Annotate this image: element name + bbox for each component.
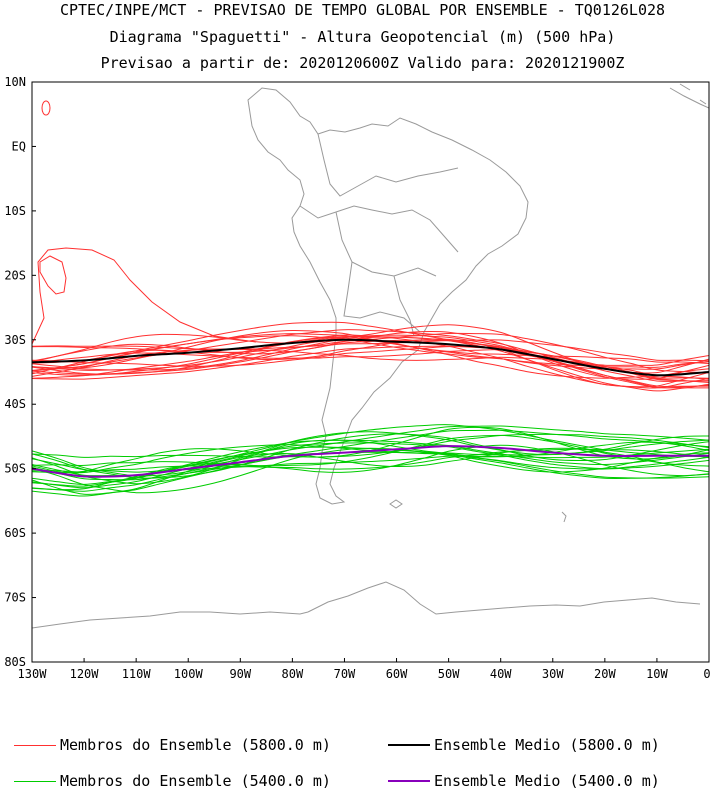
island: [389, 499, 403, 509]
legend-swatch-red: [14, 744, 56, 746]
lon-tick-label: 120W: [70, 667, 100, 681]
lat-tick-label: EQ: [12, 139, 26, 153]
ensemble-member-curve: [32, 335, 709, 388]
lon-tick-label: 130W: [18, 667, 48, 681]
title-line-3: Previsao a partir de: 2020120600Z Valido…: [100, 54, 625, 72]
lon-tick-label: 90W: [229, 667, 251, 681]
lat-tick-label: 10N: [4, 75, 26, 89]
lon-tick-label: 80W: [282, 667, 304, 681]
lon-tick-label: 30W: [542, 667, 564, 681]
ensemble-member-curve: [32, 346, 709, 383]
lat-tick-label: 50S: [4, 462, 26, 476]
lon-tick-label: 110W: [122, 667, 152, 681]
ensemble-member-curve: [32, 339, 709, 362]
lat-tick-label: 10S: [4, 204, 26, 218]
closed-contours: [31, 100, 257, 345]
lon-tick-label: 50W: [438, 667, 460, 681]
lon-tick-label: 40W: [490, 667, 512, 681]
lat-tick-label: 80S: [4, 655, 26, 669]
country-border: [317, 133, 459, 197]
spaghetti-map: 10N EQ 10S 20S 30S 40S 50S 60S 70S 80S 130W 120W 11…: [4, 75, 711, 681]
island: [561, 511, 567, 523]
legend-swatch-purple: [388, 780, 430, 782]
ensemble-member-curve: [32, 329, 709, 369]
longitude-axis: 130W 120W 110W 100W 90W 80W 70W 60W 50W 40W 30W 20W…: [18, 658, 711, 681]
legend-purple-mean: Ensemble Medio (5400.0 m): [388, 772, 660, 790]
title-line-2: Diagrama "Spaguetti" - Altura Geopotenci…: [109, 28, 616, 46]
africa-coast: [679, 83, 707, 105]
ensemble-member-curve: [32, 334, 709, 389]
legend-label-black: Ensemble Medio (5800.0 m): [434, 736, 660, 754]
country-border: [299, 205, 459, 253]
ensemble-mean-5400: [32, 445, 709, 478]
ensemble-member-curve: [32, 447, 709, 495]
country-border: [343, 261, 421, 333]
ensemble-member-curve: [32, 448, 709, 473]
ensemble-member-curve: [32, 439, 709, 485]
south-america-coast: [247, 87, 529, 505]
antarctica-coast: [32, 611, 309, 629]
lat-tick-label: 70S: [4, 591, 26, 605]
ensemble-member-curve: [32, 338, 709, 388]
latitude-axis: 10N EQ 10S 20S 30S 40S 50S 60S 70S 80S: [4, 75, 36, 669]
lon-tick-label: 10W: [646, 667, 668, 681]
lat-tick-label: 60S: [4, 526, 26, 540]
country-border: [393, 275, 415, 337]
lon-tick-label: 0: [703, 667, 710, 681]
title-line-1: CPTEC/INPE/MCT - PREVISAO DE TEMPO GLOBA…: [59, 1, 666, 19]
ensemble-member-curve: [32, 336, 709, 392]
cutoff-low-inner-contour: [39, 255, 67, 295]
ensemble-mean-5800: [32, 338, 709, 377]
ensemble-member-curve: [32, 429, 709, 481]
ensemble-member-curve: [32, 448, 709, 473]
cutoff-low-contour: [31, 247, 257, 345]
ensemble-member-curve: [32, 451, 709, 492]
ensemble-member-curve: [32, 433, 709, 479]
legend-swatch-black: [388, 744, 430, 746]
legend-label-green: Membros do Ensemble (5400.0 m): [60, 772, 331, 790]
lon-tick-label: 70W: [334, 667, 356, 681]
africa-coast: [669, 87, 709, 109]
country-border: [335, 211, 437, 277]
lat-tick-label: 40S: [4, 397, 26, 411]
legend-label-red: Membros do Ensemble (5800.0 m): [60, 736, 331, 754]
lat-tick-label: 20S: [4, 268, 26, 282]
antarctica-coast: [307, 581, 701, 615]
legend-swatch-green: [14, 780, 56, 782]
ensemble-members-5400: [32, 424, 709, 497]
ensemble-member-curve: [32, 446, 709, 487]
legend-label-purple: Ensemble Medio (5400.0 m): [434, 772, 660, 790]
lon-tick-label: 20W: [594, 667, 616, 681]
legend-red-members: Membros do Ensemble (5800.0 m): [14, 736, 331, 754]
lat-tick-label: 30S: [4, 333, 26, 347]
coastlines: [32, 83, 709, 629]
lon-tick-label: 60W: [386, 667, 408, 681]
ensemble-members-5800: [32, 321, 709, 392]
map-frame: [31, 81, 710, 663]
small-closed-contour: [41, 100, 51, 116]
legend-black-mean: Ensemble Medio (5800.0 m): [388, 736, 660, 754]
lon-tick-label: 100W: [174, 667, 204, 681]
legend-green-members: Membros do Ensemble (5400.0 m): [14, 772, 331, 790]
